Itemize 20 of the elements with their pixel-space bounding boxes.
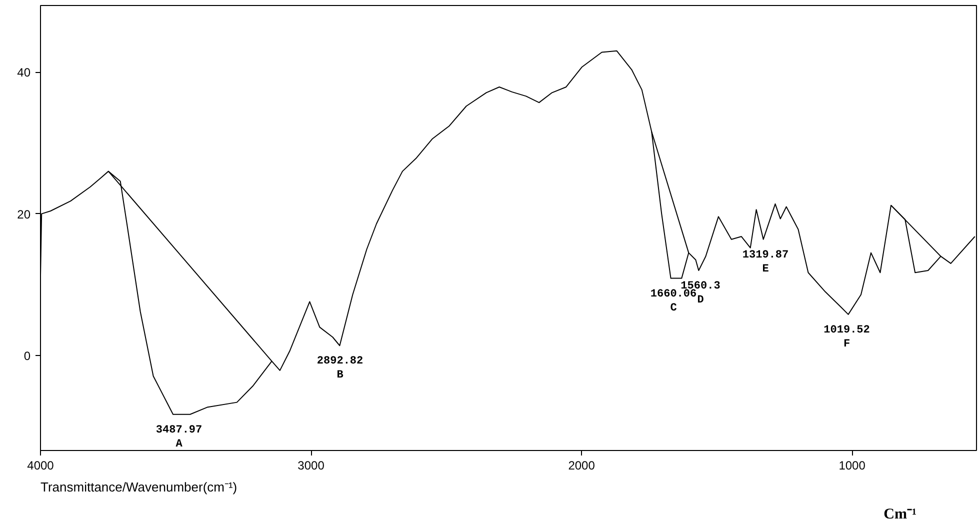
y-tick-label: 0 xyxy=(24,349,31,364)
annotation: E xyxy=(762,263,770,276)
annotation: B xyxy=(336,370,344,382)
annotation: D xyxy=(697,294,704,307)
annotation: C xyxy=(670,302,678,314)
x-tick-label: 2000 xyxy=(568,458,596,472)
x-tick-label: 4000 xyxy=(27,458,54,472)
annotation: 1319.87 xyxy=(742,249,789,262)
annotation: A xyxy=(176,438,183,450)
y-tick-label: 40 xyxy=(17,66,31,80)
x-tick-label: 1000 xyxy=(838,458,866,472)
annotation: 2892.82 xyxy=(316,356,364,368)
annotation: F xyxy=(843,338,850,350)
x-tick-label: 3000 xyxy=(298,458,325,472)
annotation: 1019.52 xyxy=(824,324,870,336)
y-tick-label: 20 xyxy=(17,207,31,222)
annotation: 1660.06 xyxy=(650,288,697,300)
x-axis-title: Transmittance/Wavenumber(cm⁻¹) xyxy=(40,480,238,494)
text: Cm⁻¹ xyxy=(884,506,917,522)
annotation: 3487.97 xyxy=(156,424,202,436)
